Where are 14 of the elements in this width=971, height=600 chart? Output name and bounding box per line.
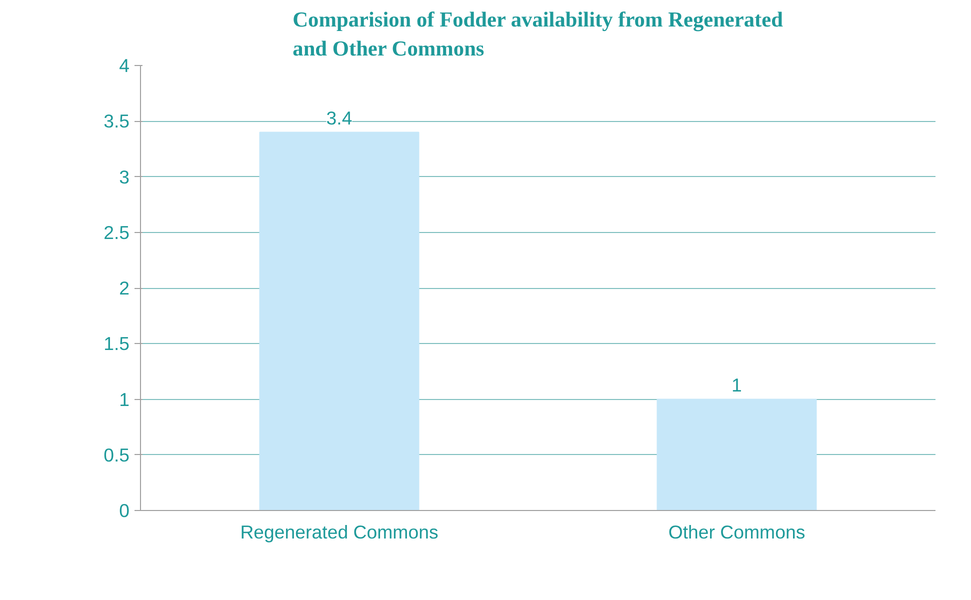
- y-tick-label: 0.5: [104, 444, 130, 466]
- data-label: 1: [732, 374, 742, 396]
- data-label: 3.4: [326, 107, 352, 128]
- y-tick-label: 2.5: [104, 222, 130, 243]
- y-tick-label: 2: [119, 278, 130, 298]
- y-tick-label: 3: [119, 166, 130, 188]
- y-tick-label: 1: [119, 388, 130, 410]
- y-tick-label: 4: [119, 55, 130, 76]
- y-tick-label: 1.5: [104, 333, 130, 354]
- y-tick-label: 3.5: [104, 110, 130, 132]
- chart-title: Comparision of Fodder availability from Regenerated and Other Commons: [292, 8, 784, 60]
- y-tick-label: 0: [119, 500, 130, 521]
- x-tick-label: Other Commons: [668, 522, 806, 542]
- x-tick-label: Regenerated Commons: [240, 522, 438, 542]
